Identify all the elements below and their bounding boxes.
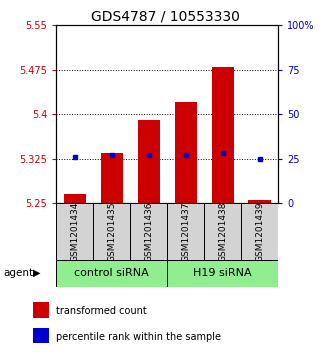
Text: percentile rank within the sample: percentile rank within the sample [56,332,220,342]
Text: GSM1201438: GSM1201438 [218,201,227,262]
Bar [174,102,197,203]
Bar [56,203,93,260]
Bar [33,328,49,343]
Bar [33,302,49,318]
Text: GSM1201434: GSM1201434 [70,201,79,262]
Text: GSM1201437: GSM1201437 [181,201,190,262]
Bar [212,67,234,203]
Bar [138,120,160,203]
Text: GSM1201435: GSM1201435 [107,201,116,262]
Bar [56,260,167,287]
Text: ▶: ▶ [33,268,41,278]
Text: agent: agent [3,268,33,278]
Bar [130,203,167,260]
Bar [241,203,278,260]
Bar [93,203,130,260]
Text: H19 siRNA: H19 siRNA [193,268,252,278]
Text: GDS4787 / 10553330: GDS4787 / 10553330 [91,9,240,23]
Bar [167,260,278,287]
Bar [167,203,204,260]
Text: transformed count: transformed count [56,306,146,316]
Bar [64,194,86,203]
Bar [249,200,271,203]
Bar [204,203,241,260]
Text: control siRNA: control siRNA [74,268,149,278]
Bar [101,153,123,203]
Text: GSM1201436: GSM1201436 [144,201,153,262]
Text: GSM1201439: GSM1201439 [255,201,264,262]
